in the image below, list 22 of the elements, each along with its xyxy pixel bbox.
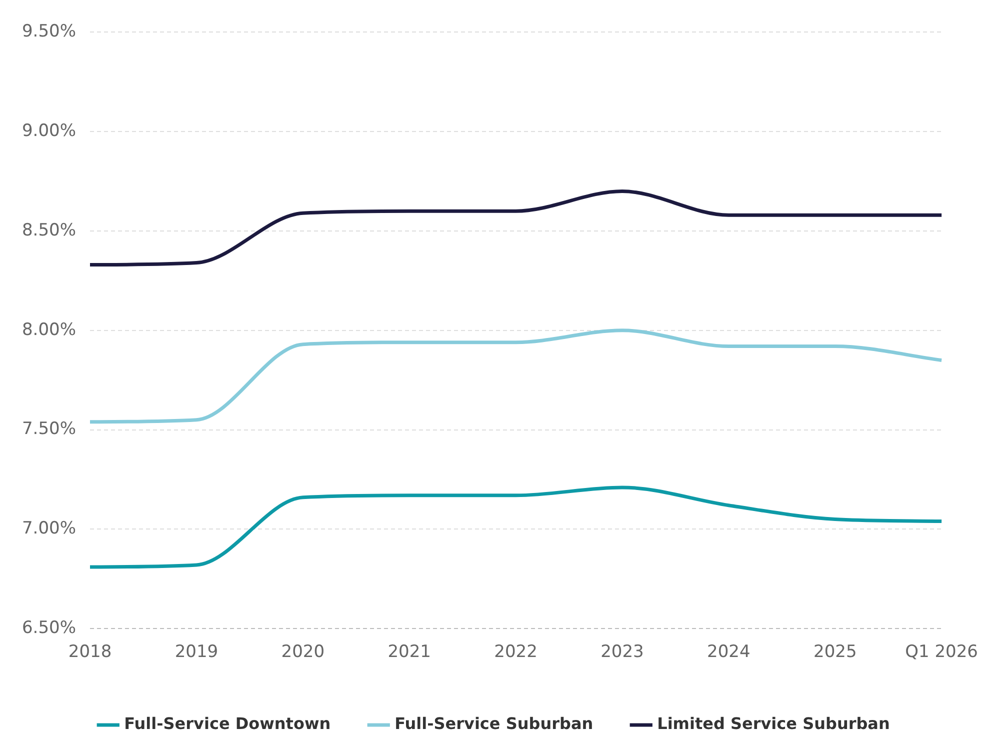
x-tick-label: 2019 — [174, 642, 218, 662]
x-tick-label: 2023 — [600, 642, 644, 662]
y-tick-label: 6.50% — [22, 618, 76, 638]
x-tick-label: 2024 — [707, 642, 750, 662]
x-tick-label: 2018 — [68, 642, 112, 662]
x-tick-label: 2021 — [388, 642, 431, 662]
line-series — [88, 486, 944, 569]
legend-label: Full-Service Suburban — [394, 714, 594, 734]
legend-label: Full-Service Downtown — [124, 714, 331, 734]
x-tick-label: Q1 2026 — [905, 642, 978, 662]
y-tick-label: 9.50% — [22, 22, 76, 42]
y-tick-label: 8.50% — [22, 220, 76, 240]
line-series — [88, 189, 944, 267]
y-tick-label: 7.50% — [22, 419, 76, 440]
x-tick-label: 2020 — [281, 642, 325, 662]
legend-label: Limited Service Suburban — [657, 714, 890, 734]
y-tick-label: 8.00% — [22, 320, 76, 340]
x-tick-label: 2025 — [813, 642, 857, 662]
y-tick-label: 9.00% — [22, 121, 76, 142]
y-tick-label: 7.00% — [22, 518, 76, 539]
x-tick-label: 2022 — [494, 642, 538, 662]
line-series — [88, 328, 944, 424]
